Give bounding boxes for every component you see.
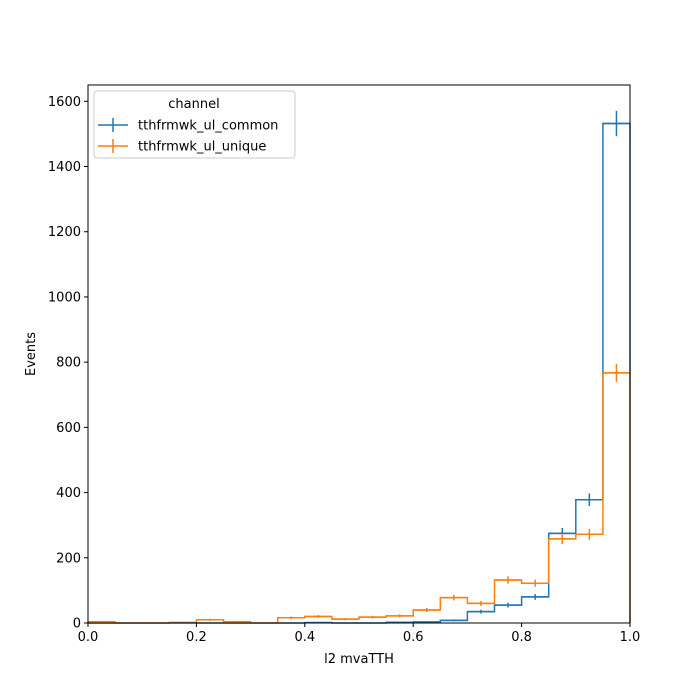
error-bar	[223, 620, 251, 623]
error-bar	[196, 618, 224, 621]
error-bar	[88, 620, 116, 623]
error-bar	[494, 602, 522, 608]
series-layer	[87, 110, 631, 624]
x-tick-label: 1.0	[620, 630, 641, 645]
legend-label: tthfrmwk_ul_unique	[138, 140, 266, 155]
error-bar	[521, 594, 549, 600]
y-tick-label: 200	[56, 551, 81, 566]
legend-entries: tthfrmwk_ul_common tthfrmwk_ul_unique	[98, 118, 278, 155]
x-tick-label: 0.2	[186, 630, 207, 645]
error-bar	[575, 493, 603, 507]
legend-entry: tthfrmwk_ul_common	[98, 118, 278, 134]
x-axis-label: l2 mvaTTH	[324, 652, 394, 667]
legend-box	[93, 90, 296, 159]
error-bar	[440, 594, 468, 601]
error-bar	[602, 110, 630, 137]
legend-title: channel	[168, 97, 219, 112]
plot-frame	[87, 84, 631, 624]
y-tick-label: 800	[56, 356, 81, 371]
error-bar	[440, 619, 468, 622]
error-bar	[413, 621, 441, 623]
error-bar	[467, 600, 495, 606]
error-bar	[413, 607, 441, 613]
error-bar	[359, 615, 387, 619]
x-axis: 0.0 0.2 0.4 0.6 0.8 1.0	[78, 623, 641, 645]
x-tick-label: 0.8	[511, 630, 532, 645]
error-bar	[467, 609, 495, 614]
error-bar	[304, 615, 332, 618]
x-tick-label: 0.0	[78, 630, 99, 645]
error-bar	[494, 576, 522, 584]
y-axis: 0 200 400 600 800 1000 1200 1400 1600	[48, 95, 88, 632]
y-tick-label: 400	[56, 486, 81, 501]
y-tick-label: 1200	[48, 225, 81, 240]
error-bar	[548, 533, 576, 545]
y-tick-label: 1000	[48, 290, 81, 305]
error-bar	[602, 363, 630, 382]
y-tick-label: 1600	[48, 95, 81, 110]
y-tick-label: 0	[73, 617, 81, 632]
error-bar	[277, 616, 305, 620]
legend: channel tthfrmwk_ul_common tthfrmwk_ul_un…	[93, 90, 296, 159]
legend-label: tthfrmwk_ul_common	[138, 119, 278, 134]
error-bar	[386, 614, 414, 618]
error-bar	[521, 579, 549, 587]
legend-entry: tthfrmwk_ul_unique	[98, 139, 266, 155]
series-tthfrmwk_ul_unique	[87, 363, 631, 624]
error-bar	[331, 617, 359, 621]
y-axis-label: Events	[24, 332, 39, 376]
x-tick-label: 0.6	[403, 630, 424, 645]
x-tick-label: 0.4	[294, 630, 315, 645]
y-tick-label: 1400	[48, 160, 81, 175]
error-bar	[575, 528, 603, 540]
y-tick-label: 600	[56, 421, 81, 436]
